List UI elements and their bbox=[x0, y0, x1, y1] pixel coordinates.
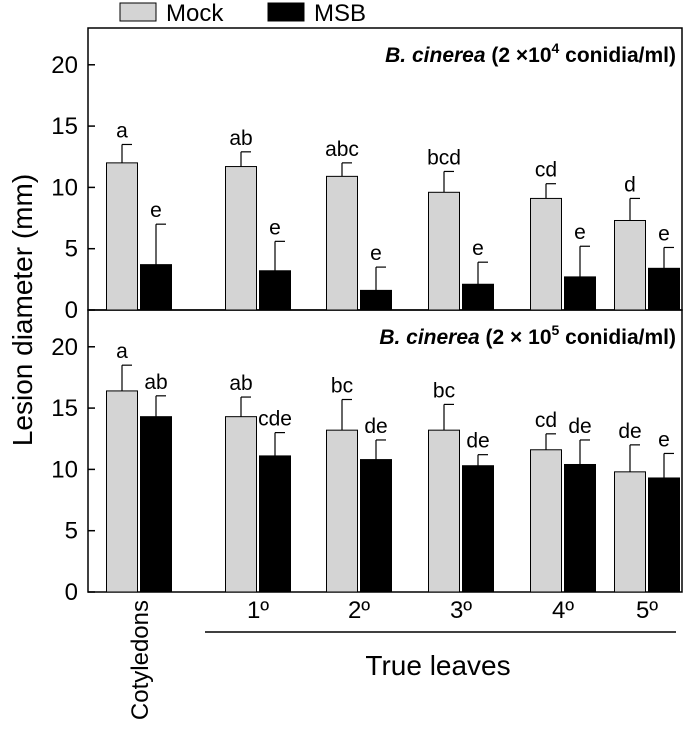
legend: Mock MSB bbox=[119, 0, 366, 27]
significance-letter: bc bbox=[433, 379, 455, 402]
category-label: 4º bbox=[552, 597, 574, 624]
mock-bar bbox=[614, 471, 646, 593]
mock-bar bbox=[530, 197, 562, 311]
msb-bar bbox=[564, 463, 596, 593]
true-leaves-label: True leaves bbox=[365, 650, 510, 681]
y-tick-label: 5 bbox=[65, 236, 78, 263]
significance-letter: e bbox=[658, 222, 670, 245]
significance-letter: de bbox=[466, 430, 489, 453]
significance-letter: e bbox=[658, 428, 670, 451]
msb-bar bbox=[140, 416, 172, 593]
mock-bar bbox=[225, 416, 257, 593]
category-label: 5º bbox=[636, 597, 658, 624]
y-tick-label: 5 bbox=[65, 518, 78, 545]
mock-bar bbox=[428, 191, 460, 311]
y-tick-label: 20 bbox=[51, 52, 78, 79]
y-tick-label: 15 bbox=[51, 113, 78, 140]
mock-bar bbox=[614, 219, 646, 311]
msb-bar bbox=[360, 289, 392, 311]
mock-bar bbox=[326, 175, 358, 311]
significance-letter: bc bbox=[331, 375, 353, 398]
significance-letter: e bbox=[574, 221, 586, 244]
significance-letter: de bbox=[568, 415, 591, 438]
bottom-panel-title: B. cinerea (2 × 105 conidia/ml) bbox=[379, 322, 676, 349]
msb-bar bbox=[259, 270, 291, 311]
significance-letter: ab bbox=[229, 127, 252, 150]
y-tick-label: 0 bbox=[65, 297, 78, 324]
significance-letter: cd bbox=[535, 409, 557, 432]
significance-letter: ab bbox=[144, 371, 167, 394]
significance-letter: a bbox=[116, 119, 128, 142]
msb-bar bbox=[360, 459, 392, 593]
significance-letter: d bbox=[624, 173, 636, 196]
significance-letter: de bbox=[618, 420, 641, 443]
category-label: 3º bbox=[450, 597, 472, 624]
significance-letter: e bbox=[370, 242, 382, 265]
significance-letter: de bbox=[364, 415, 387, 438]
legend-swatch-mock bbox=[119, 2, 157, 22]
msb-bar bbox=[462, 283, 494, 311]
mock-bar bbox=[106, 162, 138, 311]
legend-label-msb: MSB bbox=[314, 0, 366, 27]
category-label: 1º bbox=[247, 597, 269, 624]
category-labels: Cotyledons 1º 2º 3º 4º 5º bbox=[127, 597, 658, 720]
significance-letter: a bbox=[116, 340, 128, 363]
category-label: Cotyledons bbox=[127, 600, 154, 720]
significance-letter: ab bbox=[229, 372, 252, 395]
legend-swatch-msb bbox=[267, 2, 305, 22]
significance-letter: e bbox=[150, 199, 162, 222]
mock-bar bbox=[106, 390, 138, 593]
mock-bar bbox=[225, 166, 257, 311]
significance-letter: e bbox=[472, 237, 484, 260]
top-panel-marks: 0 5 10 15 20 a ab abc bcd cd d e e e e e e bbox=[51, 52, 680, 324]
msb-bar bbox=[140, 264, 172, 311]
msb-bar bbox=[648, 477, 680, 593]
significance-letter: abc bbox=[325, 138, 359, 161]
y-tick-label: 15 bbox=[51, 395, 78, 422]
y-tick-label: 20 bbox=[51, 334, 78, 361]
significance-letter: bcd bbox=[427, 146, 461, 169]
category-label: 2º bbox=[348, 597, 370, 624]
msb-bar bbox=[648, 267, 680, 311]
mock-bar bbox=[428, 429, 460, 593]
msb-bar bbox=[259, 455, 291, 593]
y-tick-label: 0 bbox=[65, 579, 78, 606]
significance-letter: cd bbox=[535, 159, 557, 182]
msb-bar bbox=[564, 276, 596, 311]
mock-bar bbox=[530, 449, 562, 593]
significance-letter: e bbox=[269, 216, 281, 239]
significance-letter: cde bbox=[258, 408, 292, 431]
msb-bar bbox=[462, 465, 494, 593]
y-tick-label: 10 bbox=[51, 456, 78, 483]
y-tick-label: 10 bbox=[51, 174, 78, 201]
legend-label-mock: Mock bbox=[166, 0, 224, 27]
y-axis-title: Lesion diameter (mm) bbox=[7, 174, 38, 446]
top-panel-frame bbox=[87, 27, 683, 311]
mock-bar bbox=[326, 429, 358, 593]
top-panel-title: B. cinerea (2 ×104 conidia/ml) bbox=[385, 40, 676, 67]
